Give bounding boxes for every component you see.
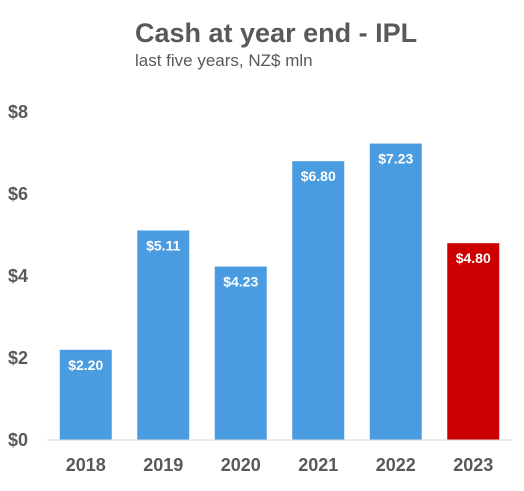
bar-2022 (369, 143, 422, 440)
bar-2018 (59, 349, 112, 440)
x-tick-label-2020: 2020 (221, 455, 261, 475)
y-axis: $0 $2 $4 $6 $8 (8, 102, 28, 450)
chart-title: Cash at year end - IPL (135, 18, 418, 48)
chart-subtitle: last five years, NZ$ mln (135, 51, 313, 70)
bars (59, 143, 500, 440)
y-tick-label: $8 (8, 102, 28, 122)
x-axis: 2018 2019 2020 2021 2022 2023 (66, 455, 494, 475)
y-tick-label: $2 (8, 348, 28, 368)
x-tick-label-2022: 2022 (376, 455, 416, 475)
data-labels: $2.20 $5.11 $4.23 $6.80 $7.23 $4.80 (68, 151, 491, 373)
x-tick-label-2019: 2019 (143, 455, 183, 475)
bar-2021 (292, 161, 345, 440)
bar-2019 (137, 230, 190, 440)
data-label-2019: $5.11 (146, 237, 180, 253)
bar-2023 (447, 243, 500, 440)
y-tick-label: $0 (8, 430, 28, 450)
data-label-2022: $7.23 (378, 151, 413, 167)
bar-2020 (214, 266, 267, 440)
data-label-2020: $4.23 (223, 274, 258, 290)
data-label-2023: $4.80 (456, 250, 491, 266)
x-tick-label-2018: 2018 (66, 455, 106, 475)
data-label-2018: $2.20 (68, 357, 103, 373)
x-tick-label-2021: 2021 (298, 455, 338, 475)
data-label-2021: $6.80 (301, 168, 336, 184)
x-tick-label-2023: 2023 (453, 455, 493, 475)
y-tick-label: $6 (8, 184, 28, 204)
y-tick-label: $4 (8, 266, 28, 286)
